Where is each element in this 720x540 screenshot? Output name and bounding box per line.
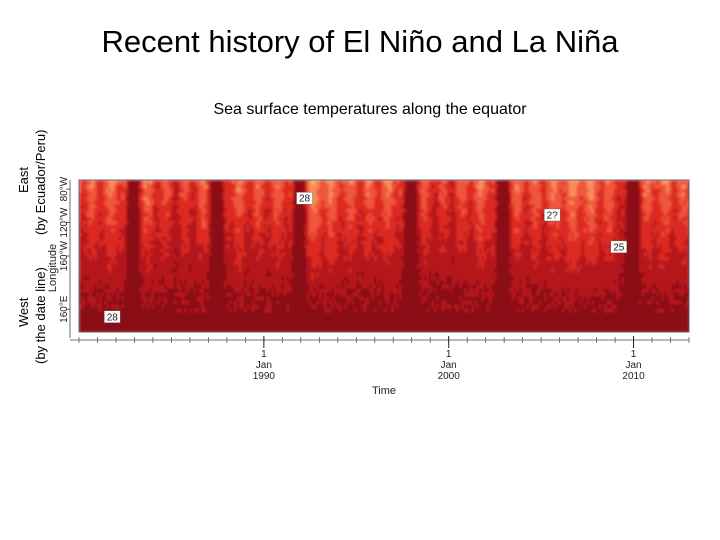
page-title: Recent history of El Niño and La Niña [101, 24, 619, 59]
contour-label-box [610, 240, 627, 254]
x-tick-label: 1 [261, 349, 267, 360]
contour-label-box [296, 192, 313, 205]
x-tick-label: 2000 [438, 371, 461, 382]
x-tick-label: Jan [625, 360, 641, 371]
x-axis-title: Time [372, 385, 396, 397]
y-tick-label: 160°E [59, 295, 70, 323]
y-tick-label: 80°W [59, 176, 70, 201]
contour-label: 28 [299, 194, 311, 205]
heatmap-area: 28 28 2? 25 [79, 180, 689, 332]
x-tick-label: 1 [631, 349, 637, 360]
y-tick-label: 120°W [59, 207, 70, 238]
contour-label: 28 [107, 312, 119, 323]
heatmap-cells [79, 180, 689, 332]
contour-label-box [544, 208, 561, 222]
contour-label-box [104, 310, 121, 323]
x-tick-label: 2010 [622, 371, 645, 382]
x-tick-label: 1 [446, 349, 452, 360]
plot-frame [78, 179, 690, 333]
contour-label: 25 [613, 242, 625, 253]
contour-label: 2? [547, 210, 559, 221]
x-tick-label: 1990 [253, 371, 276, 382]
x-tick-label: Jan [256, 360, 272, 371]
chart-subtitle: Sea surface temperatures along the equat… [213, 101, 527, 118]
y-tick-label: 160°W [59, 240, 70, 271]
x-tick-label: Jan [441, 360, 457, 371]
y-axis-title: Longitude [47, 244, 59, 292]
